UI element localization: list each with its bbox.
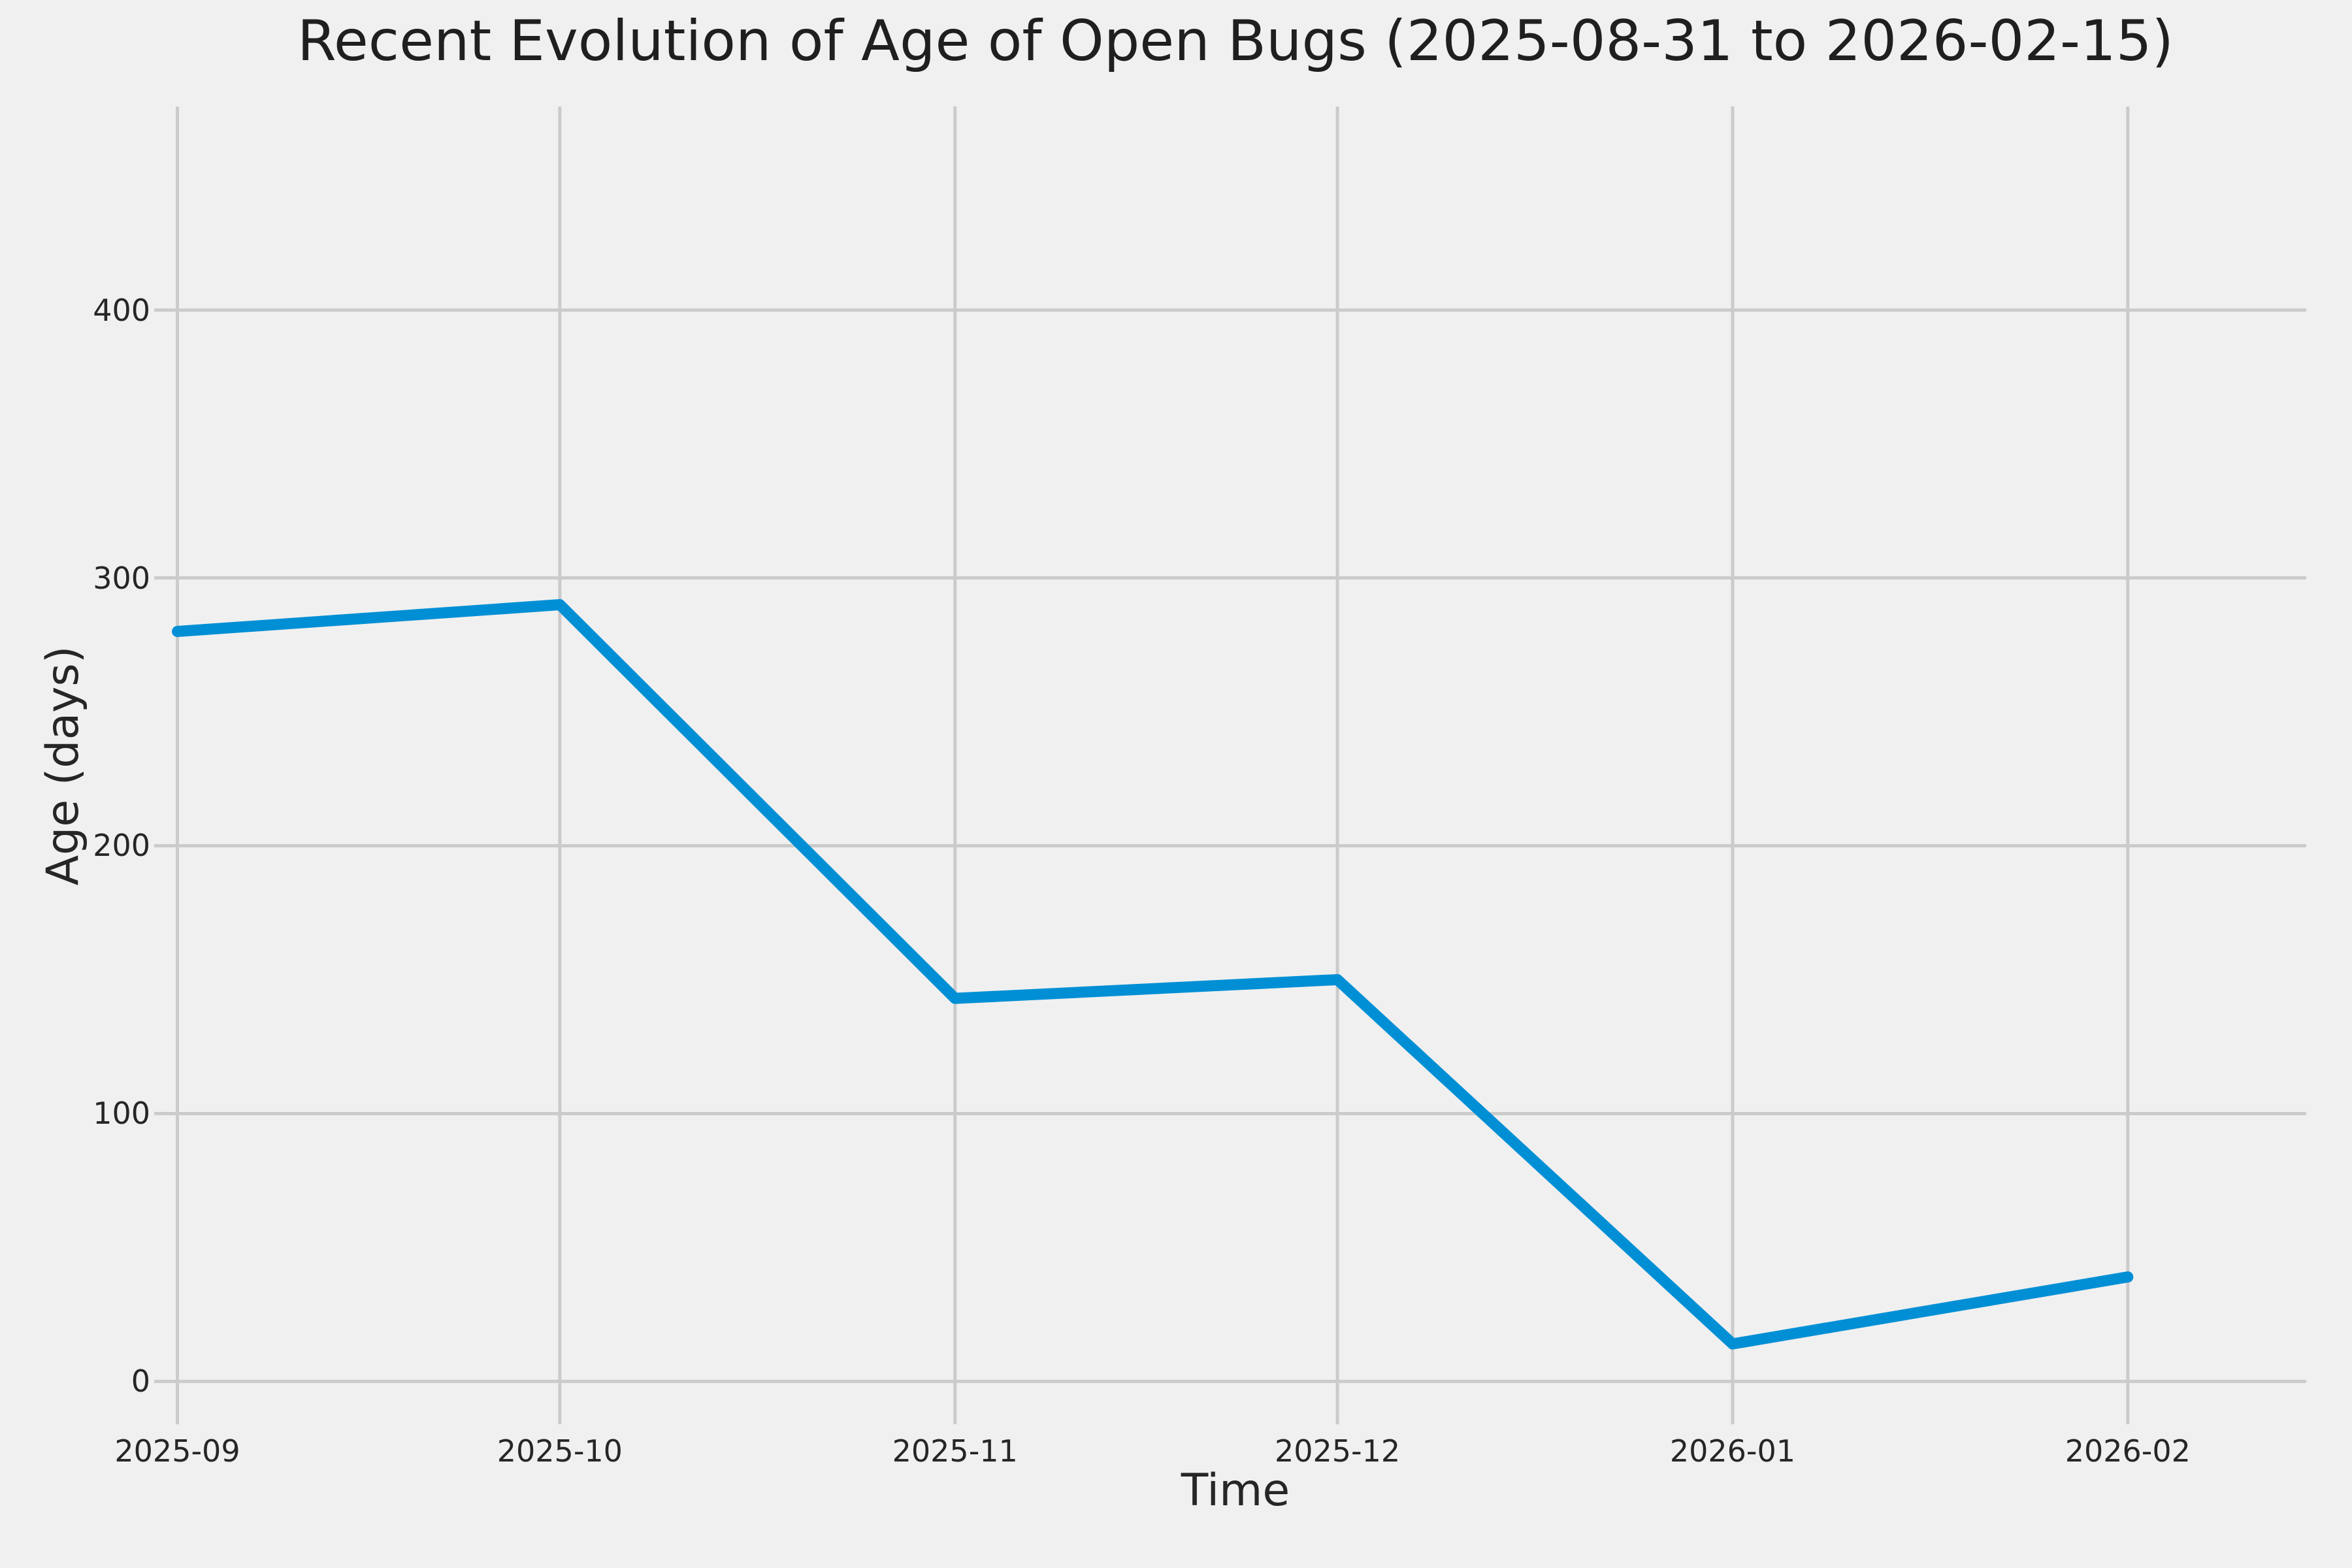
y-axis-title: Age (days) [37, 645, 89, 886]
x-tick-label: 2026-01 [1669, 1433, 1796, 1469]
x-axis-title: Time [1181, 1465, 1290, 1516]
chart-title: Recent Evolution of Age of Open Bugs (20… [297, 8, 2174, 74]
y-tick-label: 100 [93, 1096, 150, 1132]
x-tick-label: 2025-10 [497, 1433, 623, 1469]
x-tick-label: 2026-02 [2065, 1433, 2191, 1469]
y-tick-label: 0 [131, 1364, 150, 1399]
x-tick-label: 2025-09 [114, 1433, 240, 1469]
gridlines [165, 106, 2306, 1424]
age-line-series [172, 599, 2134, 1350]
data-series-line [172, 599, 2134, 1350]
y-tick-label: 200 [93, 828, 150, 864]
x-tick-label: 2025-12 [1274, 1433, 1401, 1469]
y-tick-label: 300 [93, 560, 150, 596]
y-tick-label: 400 [93, 292, 150, 328]
x-tick-label: 2025-11 [892, 1433, 1018, 1469]
axis-tick-marks [154, 308, 165, 1383]
